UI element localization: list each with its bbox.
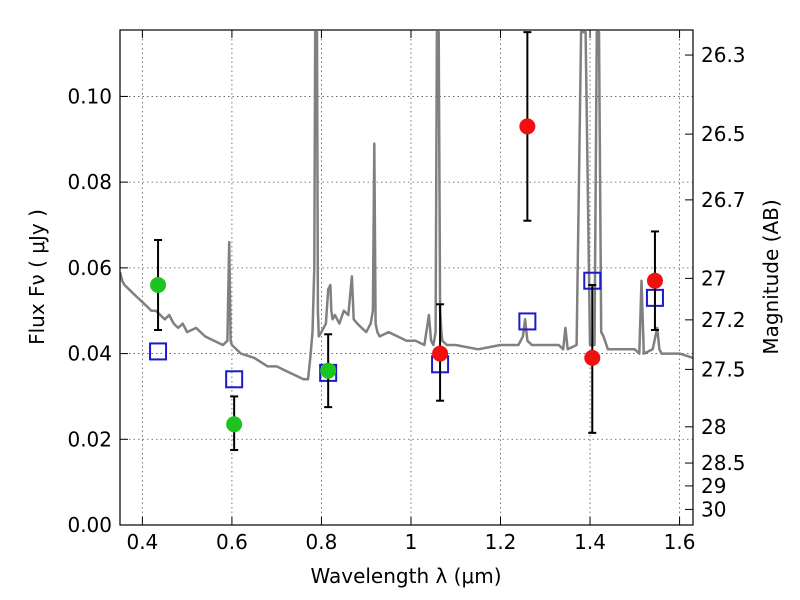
y-tick-label: 0.00 <box>67 513 112 537</box>
model-spectrum-layer <box>120 30 693 381</box>
photometry-layer <box>150 118 663 433</box>
y-tick-label: 0.08 <box>67 170 112 194</box>
x-tick-label: 0.6 <box>216 530 248 554</box>
magnitude-tick-label: 27.5 <box>701 357 746 381</box>
y-tick-label: 0.04 <box>67 342 112 366</box>
x-tick-label: 0.4 <box>126 530 158 554</box>
magnitude-tick-label: 26.7 <box>701 188 746 212</box>
magnitude-axis-label: Magnitude (AB) <box>759 199 783 354</box>
magnitude-tick-label: 28.5 <box>701 451 746 475</box>
x-axis-label: Wavelength λ (μm) <box>310 564 501 588</box>
green-photometry-point <box>226 416 243 433</box>
magnitude-tick-label: 28 <box>701 415 726 439</box>
magnitude-tick-label: 27.2 <box>701 308 746 332</box>
magnitude-tick-label: 26.5 <box>701 122 746 146</box>
green-photometry-point <box>150 277 167 293</box>
grid-lines <box>120 30 693 525</box>
model-photometry-box <box>518 312 537 331</box>
spectrum-line <box>120 30 693 381</box>
error-bar-layer <box>154 31 659 451</box>
y-axis-ticks: 0.00 0.02 0.04 0.06 0.08 0.10 <box>67 84 128 537</box>
y-axis-label: Flux Fν ( μJy ) <box>25 209 49 345</box>
red-photometry-point <box>519 118 536 135</box>
x-tick-label: 1 <box>405 530 418 554</box>
plot-frame <box>119 29 694 526</box>
red-photometry-point <box>646 272 663 289</box>
magnitude-tick-label: 26.3 <box>701 43 746 67</box>
y-tick-label: 0.02 <box>67 427 112 451</box>
model-photometry-box <box>149 342 168 361</box>
y-tick-label: 0.06 <box>67 256 112 280</box>
x-axis-ticks: 0.4 0.6 0.8 1 1.2 1.4 1.6 <box>126 30 695 554</box>
magnitude-tick-label: 29 <box>701 474 726 498</box>
x-tick-label: 1.6 <box>664 530 696 554</box>
magnitude-tick-label: 30 <box>701 497 726 521</box>
red-photometry-point <box>584 349 601 366</box>
magnitude-tick-label: 27 <box>701 266 726 290</box>
y-tick-label: 0.10 <box>67 84 112 108</box>
x-tick-label: 0.8 <box>306 530 338 554</box>
green-photometry-point <box>320 362 337 379</box>
red-photometry-point <box>432 345 449 362</box>
model-photometry-box <box>225 370 244 389</box>
x-tick-label: 1.2 <box>485 530 517 554</box>
x-tick-label: 1.4 <box>574 530 606 554</box>
